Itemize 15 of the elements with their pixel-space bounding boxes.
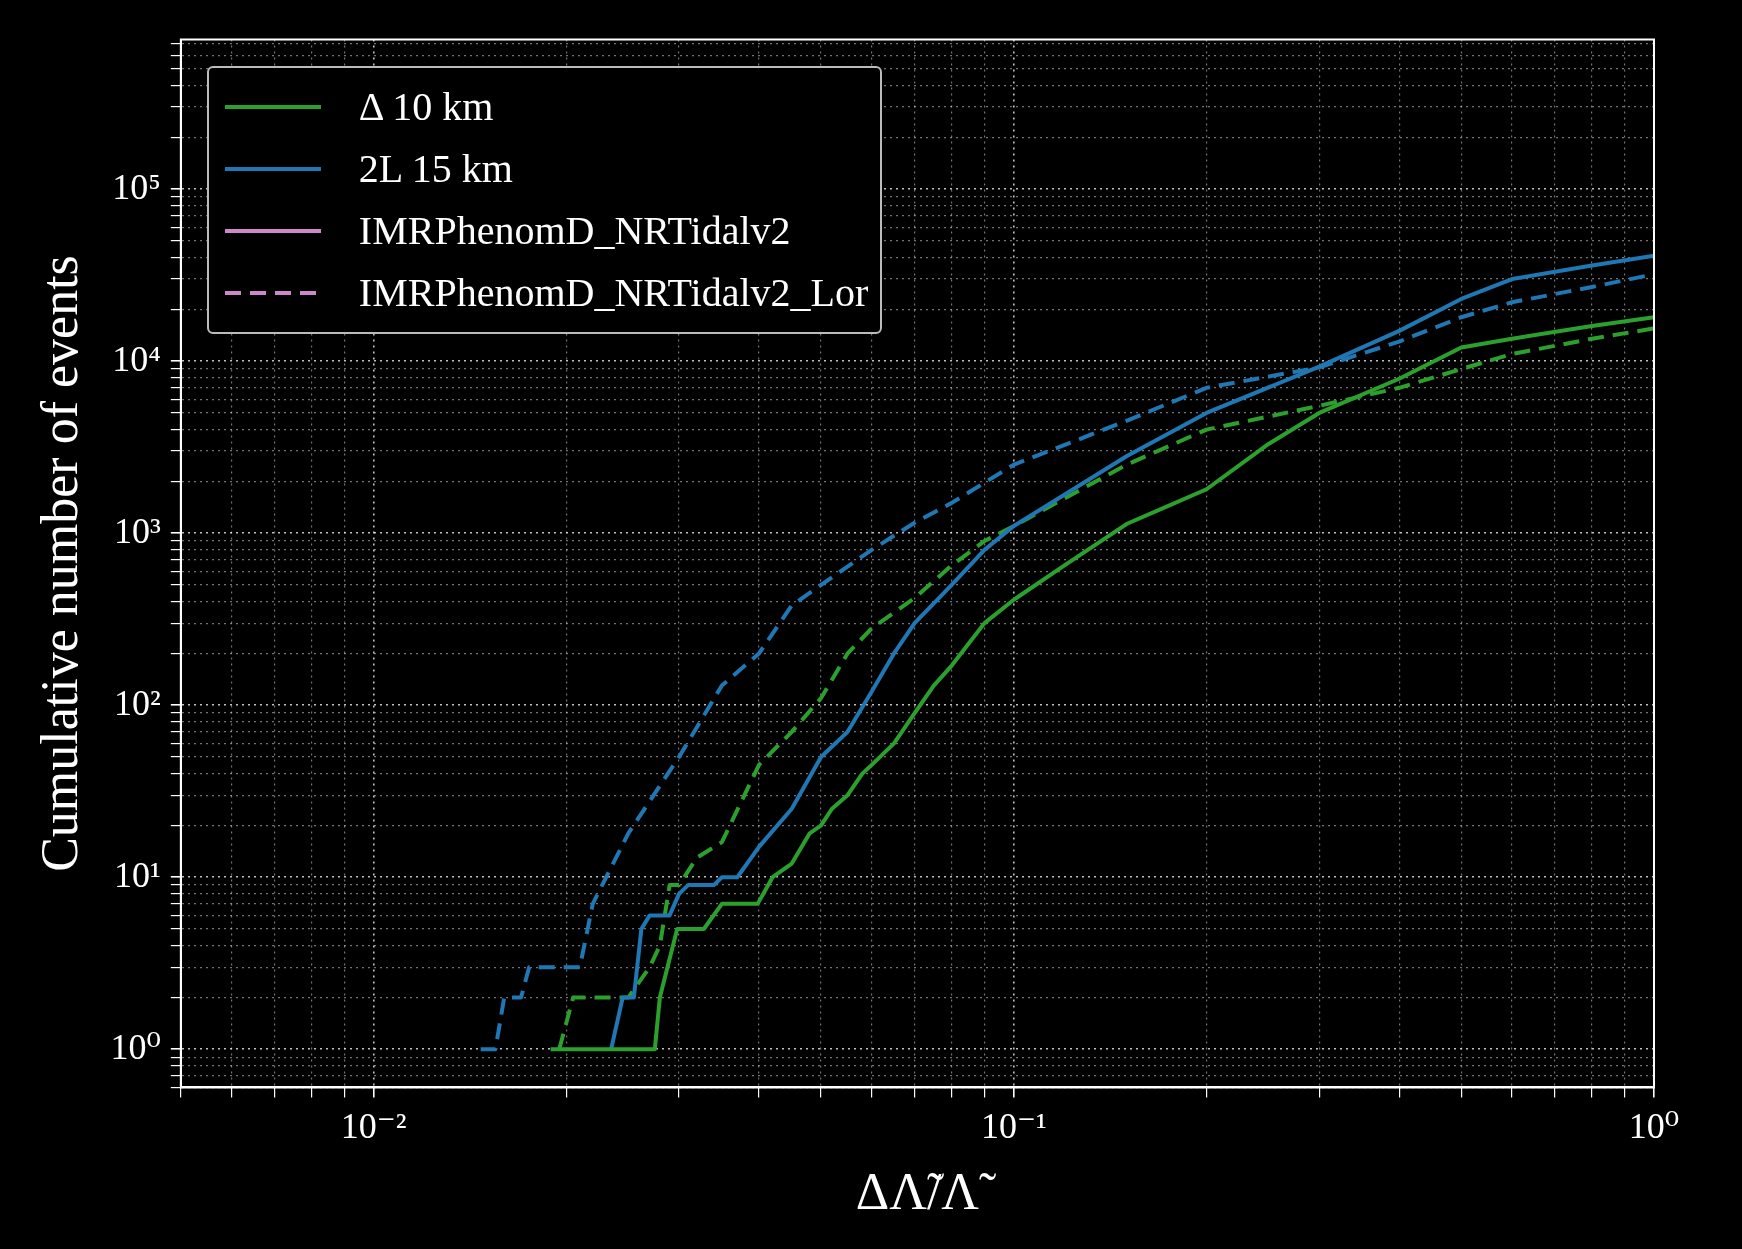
x-tick-label: 10⁰ <box>1628 1106 1680 1147</box>
y-tick-label: 10³ <box>114 510 162 551</box>
legend-label: 2L 15 km <box>358 145 513 193</box>
x-tick-label: 10⁻² <box>340 1106 407 1147</box>
y-tick-label: 10⁵ <box>112 166 161 207</box>
x-tick-label: 10⁻¹ <box>980 1106 1047 1147</box>
y-tick-label: 10⁰ <box>110 1026 161 1067</box>
y-axis-title: Cumulative number of events <box>30 255 88 872</box>
legend-label: IMRPhenomD_NRTidalv2 <box>358 207 791 255</box>
y-tick-label: 10² <box>114 682 161 723</box>
legend-label: IMRPhenomD_NRTidalv2_Lor <box>358 269 869 317</box>
y-tick-label: 10¹ <box>114 854 161 895</box>
y-tick-label: 10⁴ <box>112 338 161 379</box>
legend-label: Δ 10 km <box>358 83 494 131</box>
x-axis-title: ΔΛ̃/Λ̃ <box>855 1163 997 1221</box>
